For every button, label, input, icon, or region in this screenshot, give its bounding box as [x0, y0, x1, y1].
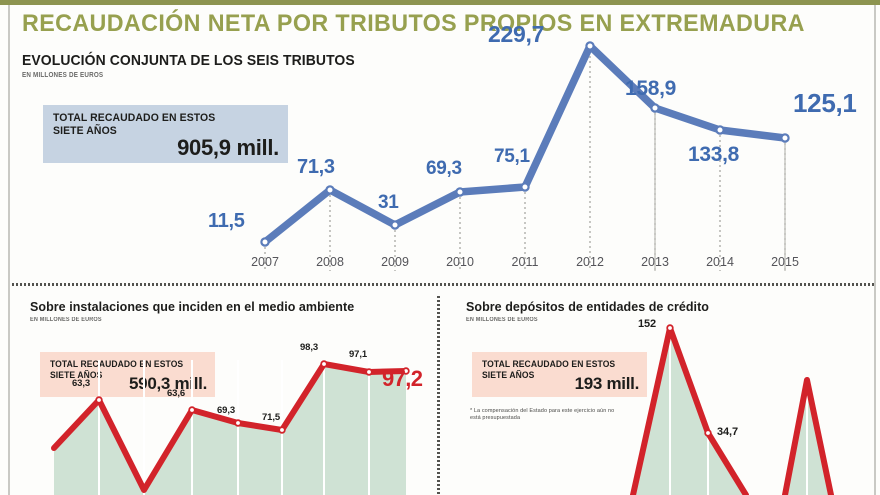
chart-depositos-label-152: 152 [638, 318, 657, 330]
chart-instalaciones-label-3: 63,6 [167, 388, 186, 399]
chart-depositos-markers [666, 324, 712, 437]
chart-instalaciones-label-7: 97,1 [349, 349, 368, 360]
total-summary-box-main: TOTAL RECAUDADO EN ESTOS SIETE AÑOS 905,… [43, 105, 288, 163]
chart-main-label-2013: 158,9 [625, 77, 677, 100]
chart-main-label-2009: 31 [378, 192, 399, 213]
total-left-value: 590,3 mill. [129, 374, 207, 393]
frame-right-rule [874, 5, 876, 495]
total-right-value: 193 mill. [574, 374, 640, 393]
chart-instalaciones-svg [51, 360, 410, 495]
chart-depositos: 152 34,7 [455, 318, 875, 495]
top-accent-band [0, 0, 880, 5]
chart-main-label-2011: 75,1 [494, 146, 530, 167]
panel-left-unit: EN MILLONES DE EUROS [30, 317, 102, 323]
total-label-line1: TOTAL RECAUDADO EN ESTOS [53, 112, 216, 124]
chart-main-label-2007: 11,5 [208, 210, 245, 232]
axis-tick-2014: 2014 [706, 255, 734, 269]
chart-main-label-2014: 133,8 [688, 143, 740, 166]
total-label-line2: SIETE AÑOS [53, 124, 117, 137]
chart-main-label-2012: 229,7 [488, 21, 545, 47]
axis-tick-2009: 2009 [381, 255, 409, 269]
chart-depositos-series-line-2 [782, 377, 834, 495]
total-right-label-line1: TOTAL RECAUDADO EN ESTOS [482, 359, 616, 369]
chart-main-droplines-solid [654, 108, 786, 271]
axis-tick-2008: 2008 [316, 255, 344, 269]
section-unit-label: EN MILLONES DE EUROS [22, 72, 104, 79]
panel-right-title: Sobre depósitos de entidades de crédito [466, 300, 709, 314]
axis-tick-2013: 2013 [641, 255, 669, 269]
total-right-label-line2: SIETE AÑOS [482, 369, 535, 380]
total-summary-box-left: TOTAL RECAUDADO EN ESTOS SIETE AÑOS 590,… [40, 352, 215, 397]
axis-tick-2012: 2012 [576, 255, 604, 269]
chart-evolucion-conjunta: 11,5 71,3 31 69,3 75,1 229,7 158,9 133,8… [200, 21, 870, 278]
axis-tick-2010: 2010 [446, 255, 474, 269]
chart-instalaciones-label-1: 63,3 [72, 378, 91, 389]
chart-main-label-2008: 71,3 [297, 156, 335, 178]
total-left-label-line2: SIETE AÑOS [50, 369, 103, 380]
chart-main-x-axis: 2007 2008 2009 2010 2011 2012 2013 2014 … [200, 255, 870, 277]
chart-main-svg [260, 41, 790, 271]
total-summary-box-right: TOTAL RECAUDADO EN ESTOS SIETE AÑOS 193 … [472, 352, 647, 397]
chart-instalaciones-markers [95, 360, 410, 434]
panel-right-footnote: * La compensación del Estado para este e… [470, 408, 615, 421]
vertical-divider [437, 296, 440, 495]
chart-instalaciones-label-6: 98,3 [300, 342, 319, 353]
total-value-main: 905,9 mill. [177, 135, 279, 160]
axis-tick-2015: 2015 [771, 255, 799, 269]
chart-instalaciones: 63,3 63,6 69,3 71,5 98,3 97,1 97,2 [24, 330, 424, 495]
chart-instalaciones-label-4: 69,3 [217, 405, 236, 416]
horizontal-divider [12, 283, 874, 286]
chart-depositos-label-347: 34,7 [717, 426, 739, 438]
chart-instalaciones-label-5: 71,5 [262, 412, 281, 423]
page-title: RECAUDACIÓN NETA POR TRIBUTOS PROPIOS EN… [22, 10, 805, 37]
chart-instalaciones-label-8: 97,2 [382, 366, 423, 391]
frame-left-rule [8, 5, 10, 495]
axis-tick-2011: 2011 [511, 255, 539, 269]
chart-depositos-series-line [630, 325, 749, 495]
chart-main-label-2010: 69,3 [426, 158, 462, 179]
panel-left-title: Sobre instalaciones que inciden en el me… [30, 300, 355, 314]
total-left-label-line1: TOTAL RECAUDADO EN ESTOS [50, 359, 184, 369]
panel-right-unit: EN MILLONES DE EUROS [466, 317, 538, 323]
chart-instalaciones-area [54, 364, 406, 495]
chart-main-markers [260, 41, 790, 247]
chart-main-label-2015: 125,1 [793, 88, 857, 118]
axis-tick-2007: 2007 [251, 255, 279, 269]
section-subtitle: EVOLUCIÓN CONJUNTA DE LOS SEIS TRIBUTOS [22, 52, 355, 69]
chart-depositos-svg [630, 324, 834, 495]
